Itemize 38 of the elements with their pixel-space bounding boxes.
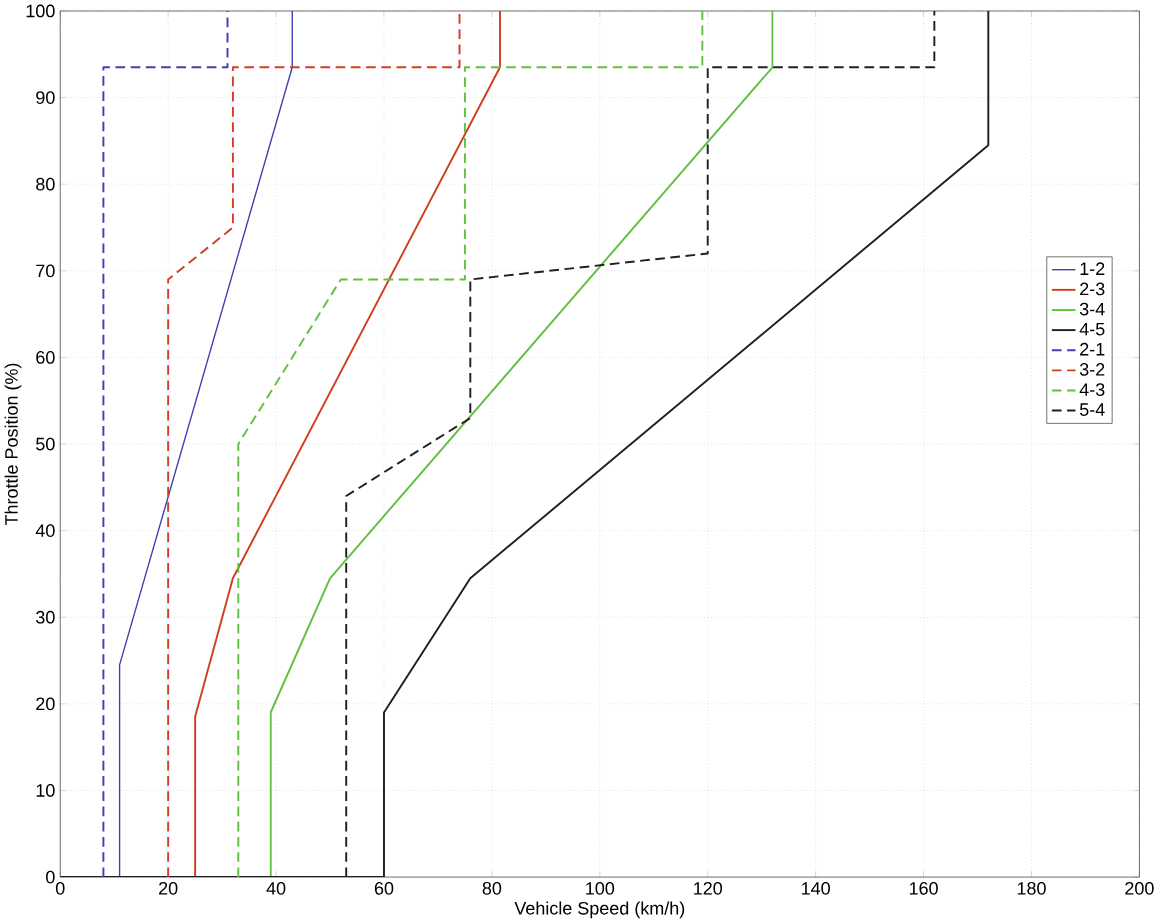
legend-label: 1-2 [1080,262,1105,276]
legend-label: 2-1 [1080,342,1105,356]
x-tick-label: 60 [374,882,394,895]
legend-label: 5-4 [1079,403,1105,417]
x-tick-label: 40 [266,882,286,895]
line-series [167,11,461,878]
x-tick-label: 180 [1017,882,1046,895]
line-series [194,11,501,878]
legend-label: 3-4 [1079,302,1105,316]
y-tick-label: 60 [36,351,55,364]
x-axis-title: Vehicle Speed (km/h) [514,901,685,919]
x-tick-label: 20 [159,882,178,895]
y-tick-label: 80 [36,177,55,191]
y-tick-label: 10 [36,784,55,797]
y-tick-label: 70 [36,264,55,278]
legend-label: 3-2 [1079,363,1105,376]
legend-label: 4-5 [1079,322,1105,336]
line-series [118,11,293,878]
x-tick-label: 200 [1125,882,1154,895]
x-tick-label: 100 [586,882,615,895]
line-series [237,11,704,878]
x-tick-label: 140 [802,882,830,895]
y-tick-label: 90 [36,91,55,105]
x-tick-label: 160 [909,882,938,895]
x-tick-label: 0 [55,882,65,895]
x-tick-label: 80 [482,882,502,895]
y-tick-label: 0 [46,870,55,884]
y-tick-label: 100 [26,4,55,18]
y-tick-label: 50 [36,437,55,451]
legend-label: 2-3 [1080,282,1105,296]
line-series [269,11,774,878]
y-axis-title: Throttle Position (%) [4,363,22,526]
y-tick-label: 30 [36,610,55,624]
y-tick-label: 20 [36,697,55,711]
x-tick-label: 120 [694,882,723,895]
line-series [60,11,990,878]
legend-label: 4-3 [1079,383,1105,397]
y-tick-label: 40 [35,524,55,538]
